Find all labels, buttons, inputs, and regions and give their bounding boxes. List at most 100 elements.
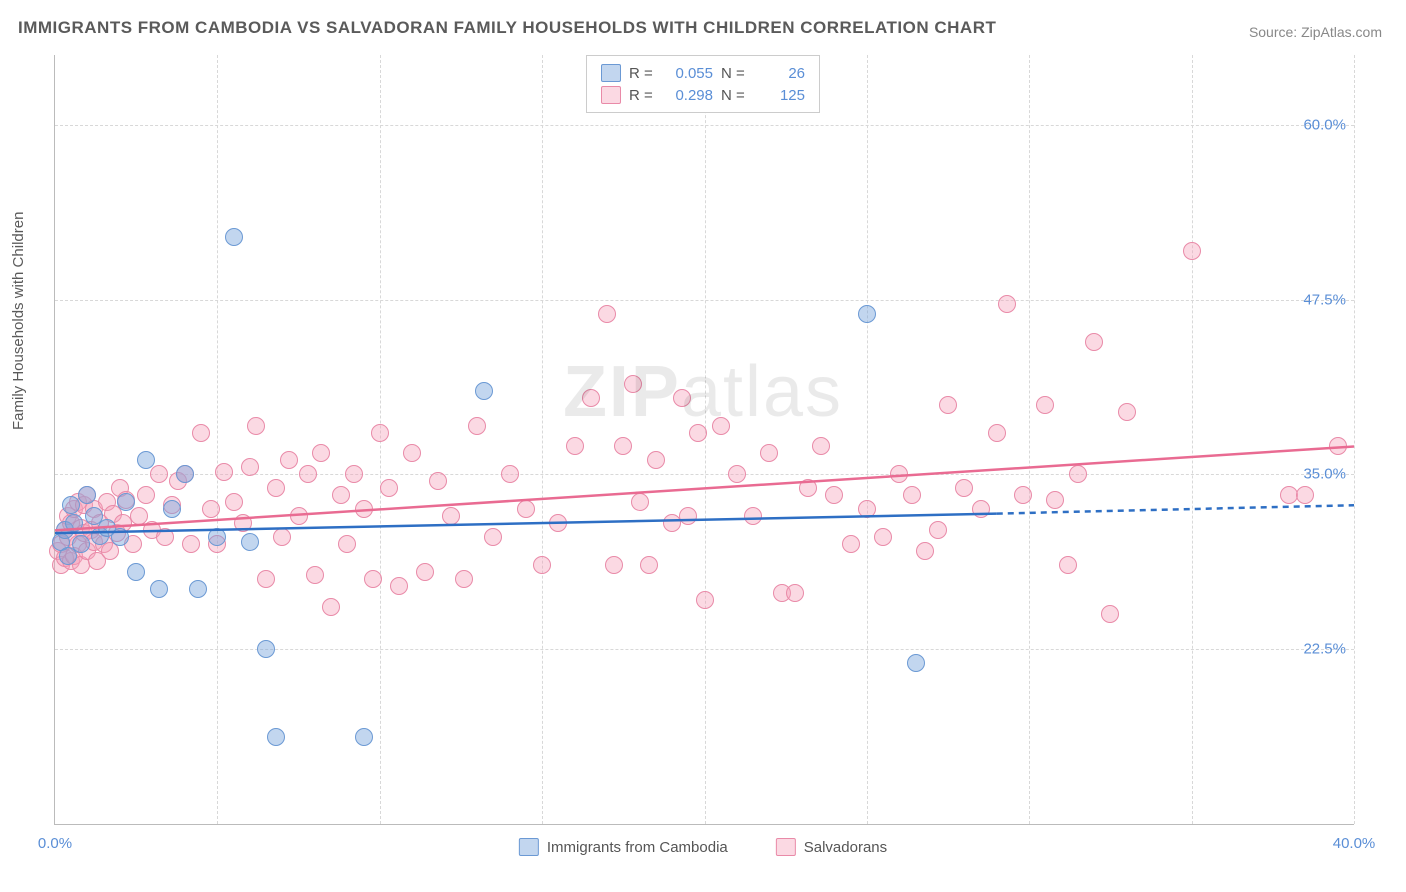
scatter-point-pink: [929, 521, 947, 539]
scatter-point-blue: [355, 728, 373, 746]
scatter-point-pink: [998, 295, 1016, 313]
scatter-point-blue: [72, 535, 90, 553]
scatter-point-blue: [117, 493, 135, 511]
scatter-point-pink: [842, 535, 860, 553]
scatter-point-pink: [858, 500, 876, 518]
scatter-point-pink: [364, 570, 382, 588]
scatter-point-pink: [1101, 605, 1119, 623]
legend-r-label: R =: [629, 65, 657, 82]
scatter-point-pink: [647, 451, 665, 469]
scatter-point-blue: [475, 382, 493, 400]
scatter-point-blue: [150, 580, 168, 598]
scatter-point-pink: [501, 465, 519, 483]
scatter-point-pink: [241, 458, 259, 476]
legend-row-pink: R = 0.298 N = 125: [601, 84, 805, 106]
scatter-point-pink: [1069, 465, 1087, 483]
scatter-point-pink: [614, 437, 632, 455]
legend-label-pink: Salvadorans: [804, 839, 887, 856]
scatter-point-pink: [429, 472, 447, 490]
scatter-point-blue: [111, 528, 129, 546]
scatter-point-pink: [345, 465, 363, 483]
scatter-point-pink: [696, 591, 714, 609]
scatter-point-pink: [312, 444, 330, 462]
legend-swatch-blue: [519, 838, 539, 856]
scatter-point-pink: [202, 500, 220, 518]
scatter-point-pink: [903, 486, 921, 504]
scatter-point-pink: [390, 577, 408, 595]
legend-item-pink: Salvadorans: [776, 838, 887, 856]
scatter-point-pink: [371, 424, 389, 442]
scatter-point-pink: [549, 514, 567, 532]
scatter-point-pink: [355, 500, 373, 518]
scatter-point-blue: [65, 514, 83, 532]
legend-n-label: N =: [721, 65, 749, 82]
scatter-point-pink: [1183, 242, 1201, 260]
scatter-point-pink: [890, 465, 908, 483]
scatter-point-pink: [972, 500, 990, 518]
scatter-point-pink: [380, 479, 398, 497]
legend-n-value-blue: 26: [757, 65, 805, 82]
scatter-point-pink: [1085, 333, 1103, 351]
scatter-point-pink: [631, 493, 649, 511]
scatter-point-blue: [176, 465, 194, 483]
scatter-point-blue: [127, 563, 145, 581]
scatter-point-pink: [728, 465, 746, 483]
legend-row-blue: R = 0.055 N = 26: [601, 62, 805, 84]
scatter-point-pink: [988, 424, 1006, 442]
scatter-point-pink: [484, 528, 502, 546]
scatter-point-pink: [156, 528, 174, 546]
scatter-point-pink: [299, 465, 317, 483]
scatter-point-blue: [62, 496, 80, 514]
scatter-point-pink: [257, 570, 275, 588]
scatter-point-pink: [455, 570, 473, 588]
scatter-point-pink: [624, 375, 642, 393]
scatter-point-pink: [182, 535, 200, 553]
legend-n-value-pink: 125: [757, 87, 805, 104]
scatter-point-pink: [799, 479, 817, 497]
scatter-point-pink: [192, 424, 210, 442]
scatter-point-pink: [1036, 396, 1054, 414]
scatter-point-pink: [290, 507, 308, 525]
scatter-point-pink: [673, 389, 691, 407]
y-tick-label: 60.0%: [1303, 116, 1346, 133]
scatter-point-blue: [267, 728, 285, 746]
y-tick-label: 35.0%: [1303, 466, 1346, 483]
scatter-point-pink: [137, 486, 155, 504]
scatter-point-pink: [416, 563, 434, 581]
scatter-point-pink: [812, 437, 830, 455]
scatter-point-blue: [189, 580, 207, 598]
chart-plot-area: 22.5%35.0%47.5%60.0%0.0%40.0%: [54, 55, 1354, 825]
scatter-point-pink: [1046, 491, 1064, 509]
scatter-point-pink: [517, 500, 535, 518]
legend-item-blue: Immigrants from Cambodia: [519, 838, 728, 856]
scatter-point-pink: [150, 465, 168, 483]
legend-r-value-pink: 0.298: [665, 87, 713, 104]
scatter-point-blue: [241, 533, 259, 551]
scatter-point-pink: [825, 486, 843, 504]
series-legend: Immigrants from Cambodia Salvadorans: [519, 838, 887, 856]
legend-n-label: N =: [721, 87, 749, 104]
x-tick-label: 40.0%: [1333, 835, 1376, 852]
gridline-vertical: [705, 55, 706, 824]
scatter-point-pink: [1296, 486, 1314, 504]
scatter-point-pink: [598, 305, 616, 323]
scatter-point-blue: [137, 451, 155, 469]
scatter-point-pink: [640, 556, 658, 574]
gridline-vertical: [542, 55, 543, 824]
scatter-point-pink: [1014, 486, 1032, 504]
gridline-vertical: [217, 55, 218, 824]
scatter-point-pink: [939, 396, 957, 414]
scatter-point-blue: [78, 486, 96, 504]
scatter-point-pink: [338, 535, 356, 553]
legend-swatch-blue: [601, 64, 621, 82]
scatter-point-pink: [306, 566, 324, 584]
scatter-point-pink: [322, 598, 340, 616]
correlation-legend: R = 0.055 N = 26 R = 0.298 N = 125: [586, 55, 820, 113]
x-tick-label: 0.0%: [38, 835, 72, 852]
scatter-point-pink: [679, 507, 697, 525]
scatter-point-pink: [247, 417, 265, 435]
scatter-point-pink: [689, 424, 707, 442]
gridline-vertical: [1354, 55, 1355, 824]
scatter-point-pink: [605, 556, 623, 574]
scatter-point-blue: [858, 305, 876, 323]
